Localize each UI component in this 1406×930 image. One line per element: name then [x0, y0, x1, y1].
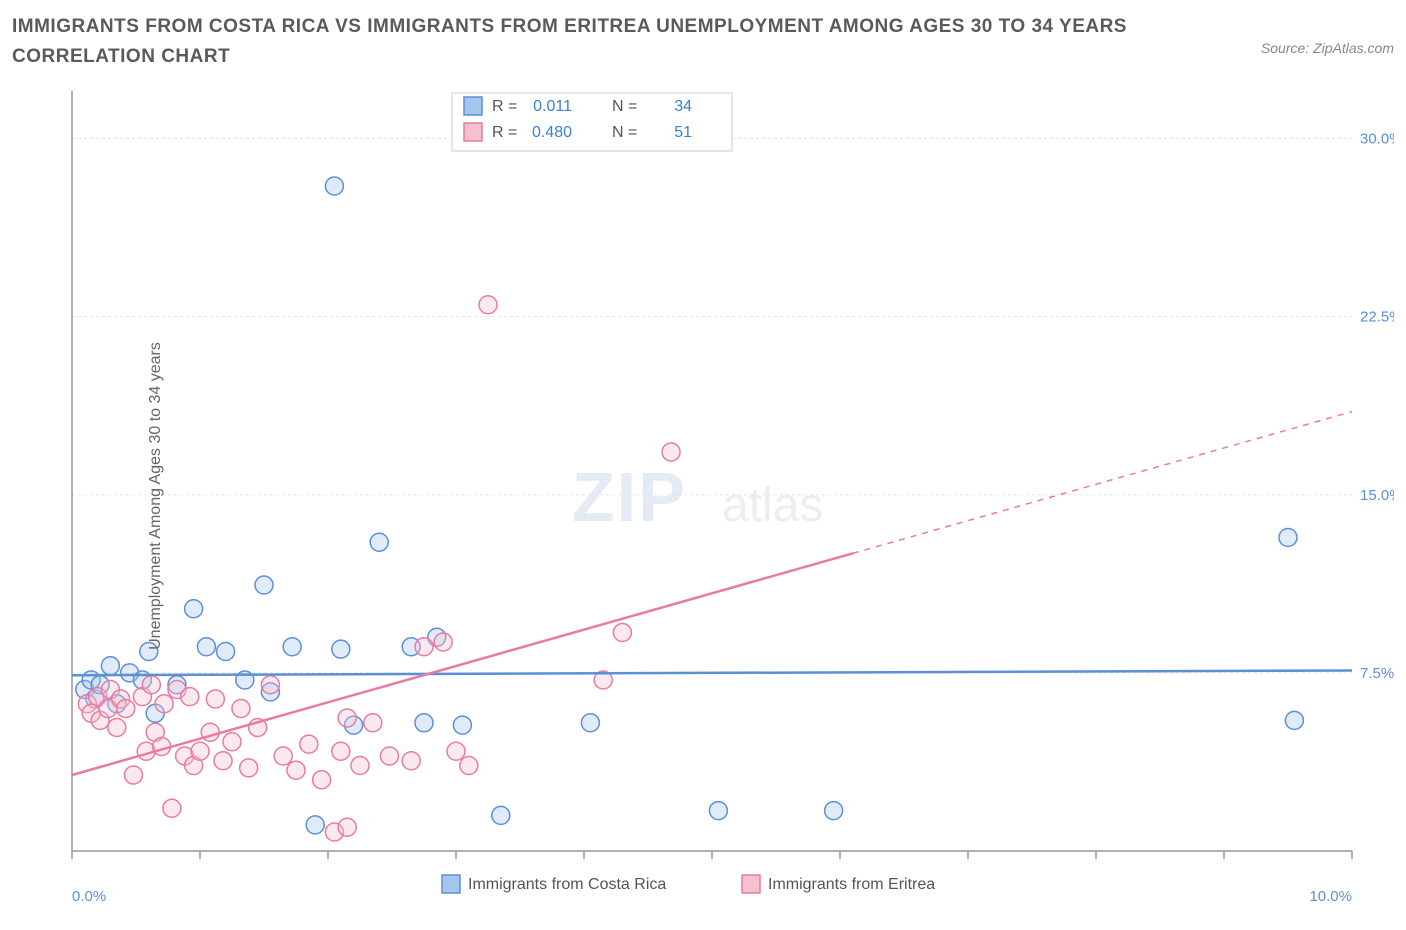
stats-r-value-costa_rica: 0.011	[533, 98, 572, 115]
point-eritrea	[163, 799, 181, 817]
y-tick-label: 22.5%	[1360, 308, 1394, 325]
point-eritrea	[460, 756, 478, 774]
chart-header: IMMIGRANTS FROM COSTA RICA VS IMMIGRANTS…	[12, 12, 1394, 73]
y-tick-label: 30.0%	[1360, 130, 1394, 147]
point-eritrea	[287, 761, 305, 779]
stats-n-label: N =	[612, 98, 637, 115]
point-costa_rica	[492, 806, 510, 824]
point-eritrea	[415, 638, 433, 656]
point-costa_rica	[306, 816, 324, 834]
point-eritrea	[434, 633, 452, 651]
point-eritrea	[351, 756, 369, 774]
point-eritrea	[181, 687, 199, 705]
point-eritrea	[380, 747, 398, 765]
stats-r-label: R =	[492, 98, 517, 115]
point-eritrea	[117, 699, 135, 717]
y-axis-label: Unemployment Among Ages 30 to 34 years	[147, 342, 165, 650]
point-costa_rica	[101, 657, 119, 675]
point-eritrea	[332, 742, 350, 760]
x-tick-label: 0.0%	[72, 888, 106, 905]
point-eritrea	[261, 676, 279, 694]
chart-source: Source: ZipAtlas.com	[1261, 40, 1394, 56]
point-costa_rica	[185, 600, 203, 618]
stats-n-value-costa_rica: 34	[674, 98, 692, 115]
point-eritrea	[402, 752, 420, 770]
bottom-legend-costa_rica: Immigrants from Costa Rica	[468, 876, 666, 893]
stats-r-label: R =	[492, 124, 517, 141]
bottom-swatch-eritrea	[742, 875, 760, 893]
point-eritrea	[479, 296, 497, 314]
point-eritrea	[300, 735, 318, 753]
point-eritrea	[232, 699, 250, 717]
point-eritrea	[108, 718, 126, 736]
point-eritrea	[662, 443, 680, 461]
point-eritrea	[124, 766, 142, 784]
chart-area: Unemployment Among Ages 30 to 34 years Z…	[12, 81, 1394, 911]
point-costa_rica	[1285, 711, 1303, 729]
point-eritrea	[223, 733, 241, 751]
point-costa_rica	[370, 533, 388, 551]
stats-swatch-costa_rica	[464, 97, 482, 115]
watermark-zip: ZIP	[572, 458, 687, 536]
point-costa_rica	[581, 714, 599, 732]
point-costa_rica	[415, 714, 433, 732]
point-costa_rica	[283, 638, 301, 656]
stats-n-label: N =	[612, 124, 637, 141]
trendline-dash-eritrea	[853, 411, 1352, 553]
scatter-chart: ZIP atlas 7.5% 15.0% 22.5% 30.0% 0.0% 10.0% R = 0…	[12, 81, 1394, 911]
bottom-legend-eritrea: Immigrants from Eritrea	[768, 876, 935, 893]
point-eritrea	[274, 747, 292, 765]
point-eritrea	[191, 742, 209, 760]
point-costa_rica	[1279, 528, 1297, 546]
point-eritrea	[313, 771, 331, 789]
point-costa_rica	[709, 801, 727, 819]
stats-r-value-eritrea: 0.480	[532, 124, 572, 141]
point-costa_rica	[825, 801, 843, 819]
chart-title: IMMIGRANTS FROM COSTA RICA VS IMMIGRANTS…	[12, 12, 1162, 73]
trendline-eritrea	[72, 553, 853, 775]
x-tick-label: 10.0%	[1309, 888, 1352, 905]
point-eritrea	[155, 695, 173, 713]
point-eritrea	[338, 818, 356, 836]
point-eritrea	[142, 676, 160, 694]
stats-swatch-eritrea	[464, 123, 482, 141]
point-costa_rica	[453, 716, 471, 734]
point-eritrea	[447, 742, 465, 760]
point-costa_rica	[325, 177, 343, 195]
point-eritrea	[214, 752, 232, 770]
point-costa_rica	[217, 642, 235, 660]
point-costa_rica	[332, 640, 350, 658]
point-costa_rica	[197, 638, 215, 656]
point-eritrea	[364, 714, 382, 732]
point-eritrea	[338, 709, 356, 727]
bottom-swatch-costa_rica	[442, 875, 460, 893]
point-costa_rica	[255, 576, 273, 594]
point-eritrea	[206, 690, 224, 708]
watermark-atlas: atlas	[722, 479, 823, 532]
stats-n-value-eritrea: 51	[674, 124, 692, 141]
point-eritrea	[613, 623, 631, 641]
point-eritrea	[240, 759, 258, 777]
y-tick-label: 15.0%	[1360, 487, 1394, 504]
y-tick-label: 7.5%	[1360, 665, 1394, 682]
